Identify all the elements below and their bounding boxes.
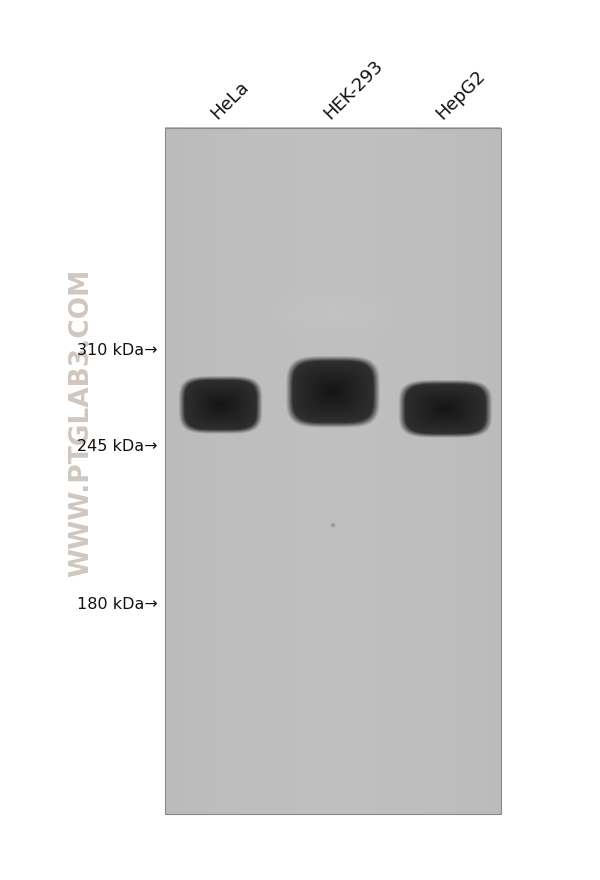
Bar xyxy=(165,128,501,814)
Text: 245 kDa→: 245 kDa→ xyxy=(77,439,158,454)
Text: HepG2: HepG2 xyxy=(433,67,489,123)
Text: HEK-293: HEK-293 xyxy=(320,57,386,123)
Text: WWW.PTGLAB3.COM: WWW.PTGLAB3.COM xyxy=(68,268,94,576)
Text: HeLa: HeLa xyxy=(208,78,253,123)
Text: 310 kDa→: 310 kDa→ xyxy=(77,343,158,358)
Text: 180 kDa→: 180 kDa→ xyxy=(77,598,158,612)
